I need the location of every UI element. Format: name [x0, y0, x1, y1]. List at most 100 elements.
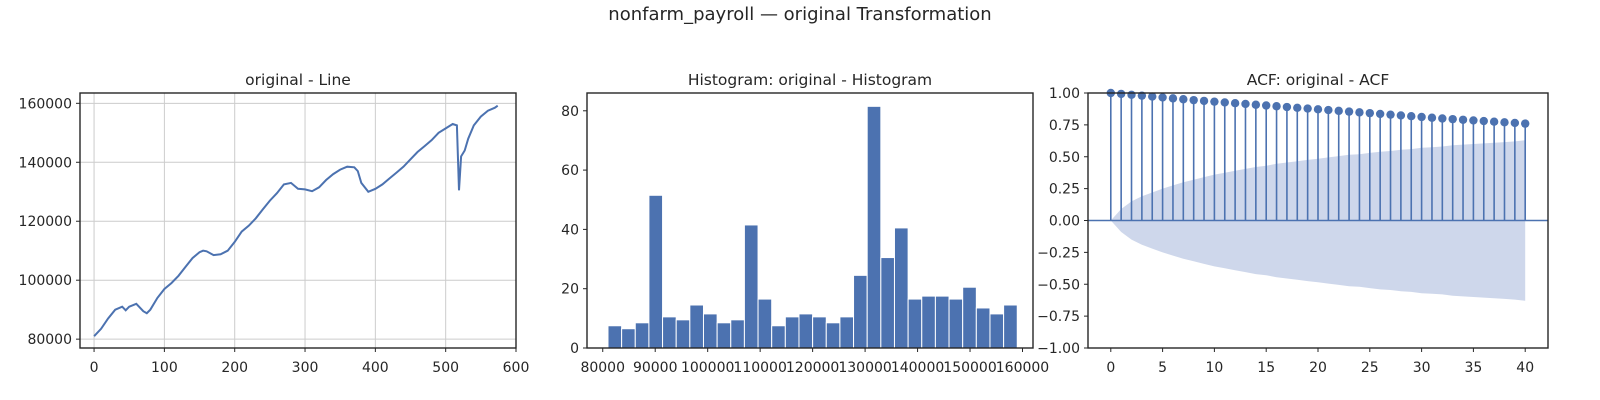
x-tick-label: 100000 [681, 360, 734, 376]
acf-point [1365, 108, 1375, 118]
histogram-bar [893, 227, 909, 349]
histogram-bar [702, 313, 718, 349]
x-tick-label: 300 [292, 360, 319, 376]
x-tick-label: 0 [90, 360, 99, 376]
histogram-bar [948, 298, 964, 349]
acf-point [1272, 102, 1281, 111]
x-tick-label: 10 [1205, 360, 1223, 376]
y-tick-label: 0.25 [1049, 182, 1080, 198]
x-tick-label: 110000 [733, 360, 786, 376]
histogram-bar [962, 286, 977, 349]
y-tick-label: 80000 [27, 332, 72, 348]
x-tick-label: 0 [1106, 360, 1115, 376]
histogram-bar [648, 194, 664, 349]
acf-point [1334, 106, 1343, 116]
histogram-bar [975, 307, 991, 349]
line-chart-panel: 0 100 200 300 400 500 600 80000 100000 120000 1400… [19, 71, 530, 376]
x-tick-label: 40 [1516, 360, 1534, 376]
acf-point [1438, 114, 1447, 123]
histogram-bar [743, 224, 759, 349]
histogram-bar [853, 274, 868, 349]
acf-point [1199, 96, 1209, 106]
axes-frame [586, 92, 1034, 349]
acf-point [1448, 114, 1457, 124]
acf-point [1303, 104, 1312, 113]
acf-point [1293, 103, 1302, 112]
histogram-bar [825, 322, 841, 349]
histogram-bar [880, 257, 895, 349]
acf-point [1500, 118, 1509, 127]
acf-point [1510, 118, 1520, 128]
acf-point [1355, 108, 1364, 117]
y-tick-label: 140000 [19, 155, 72, 171]
acf-point [1479, 116, 1488, 126]
figure-suptitle: nonfarm_payroll — original Transformatio… [608, 4, 992, 25]
y-tick-label: −0.75 [1037, 309, 1080, 325]
y-tick-label: −0.50 [1037, 277, 1080, 293]
histogram-bar [784, 316, 800, 349]
acf-point [1458, 115, 1468, 124]
chart-title: original - Line [245, 71, 351, 89]
histogram-bar [607, 325, 623, 349]
acf-point [1313, 105, 1323, 114]
histogram-bar [921, 295, 936, 349]
acf-point [1427, 113, 1437, 122]
x-tick-label: 120000 [786, 360, 839, 376]
histogram-bar [771, 325, 786, 349]
histogram-bar [675, 319, 691, 349]
x-tick-label: 5 [1158, 360, 1167, 376]
histogram-bar [716, 322, 732, 349]
acf-point [1521, 119, 1530, 128]
y-tick-label: 160000 [19, 96, 72, 112]
y-tick-label: 0.00 [1049, 214, 1080, 230]
acf-point [1241, 99, 1250, 109]
histogram-bar [839, 316, 855, 349]
acf-point [1116, 89, 1126, 99]
y-tick-label: −0.25 [1037, 245, 1080, 261]
acf-point [1168, 94, 1178, 103]
histogram-bar [757, 298, 773, 349]
x-tick-label: 20 [1309, 360, 1327, 376]
acf-point [1148, 92, 1157, 101]
acf-point [1324, 105, 1333, 115]
x-tick-label: 30 [1413, 360, 1431, 376]
histogram-bar [934, 295, 950, 349]
acf-point [1407, 112, 1416, 121]
histogram-bar [812, 316, 827, 349]
histogram-bar [634, 322, 650, 349]
x-tick-label: 150000 [943, 360, 996, 376]
histogram-bar [989, 313, 1005, 349]
y-tick-label: 120000 [19, 214, 72, 230]
acf-point [1396, 111, 1406, 120]
y-tick-label: −1.00 [1037, 341, 1080, 357]
acf-point [1179, 95, 1188, 104]
x-tick-label: 100 [151, 360, 178, 376]
y-tick-label: 100000 [19, 273, 72, 289]
y-tick-label: 60 [561, 163, 579, 179]
y-tick-label: 0.50 [1049, 150, 1080, 166]
y-tick-label: 20 [561, 282, 579, 298]
y-tick-label: 0.75 [1049, 118, 1080, 134]
histogram-bar [689, 304, 704, 349]
histogram-panel: 80000 90000 100000 110000 120000 130000 140000… [561, 71, 1049, 376]
histogram-bar [621, 328, 636, 349]
x-tick-label: 140000 [891, 360, 944, 376]
x-tick-label: 500 [432, 360, 459, 376]
series-line [93, 104, 499, 337]
chart-title: ACF: original - ACF [1247, 71, 1390, 89]
x-tick-label: 35 [1464, 360, 1482, 376]
axes-frame [79, 92, 517, 349]
acf-point [1282, 102, 1292, 112]
acf-point [1251, 100, 1261, 109]
acf-point [1127, 90, 1136, 99]
acf-point [1375, 109, 1385, 119]
y-tick-label: 1.00 [1049, 86, 1080, 102]
chart-title: Histogram: original - Histogram [688, 71, 932, 89]
acf-point [1158, 93, 1167, 102]
y-tick-label: 0 [570, 341, 579, 357]
acf-panel: 0 5 10 15 20 25 30 35 40 −1.00 −0.75 −0.50 −0.25 0.00… [1037, 71, 1549, 376]
acf-point [1261, 101, 1271, 110]
x-tick-label: 90000 [633, 360, 678, 376]
histogram-bar [662, 316, 677, 349]
